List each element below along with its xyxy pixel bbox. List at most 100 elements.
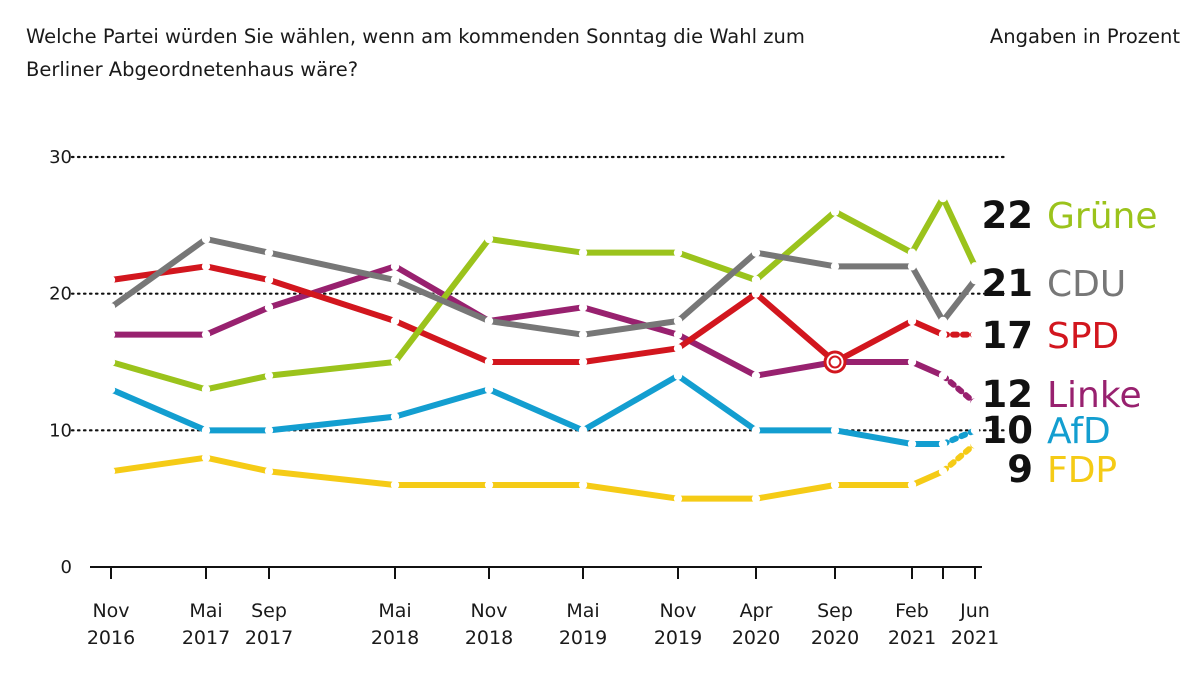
- x-tick-label-year: 2018: [465, 627, 513, 649]
- x-tick-label-year: 2019: [654, 627, 702, 649]
- data-point: [106, 303, 116, 312]
- x-tick-label-month: Nov: [92, 600, 129, 622]
- data-point: [751, 289, 761, 298]
- series-line: [108, 195, 978, 393]
- y-tick-label: 30: [49, 147, 72, 168]
- x-tick-label-year: 2016: [87, 627, 135, 649]
- series-line: [108, 236, 978, 338]
- y-tick-label: 20: [49, 284, 72, 305]
- data-point: [938, 371, 948, 380]
- party-label: AfD: [1047, 411, 1111, 452]
- x-tick-label-year: 2020: [732, 627, 780, 649]
- data-point: [938, 467, 948, 476]
- data-point: [830, 426, 840, 435]
- data-point: [673, 316, 683, 326]
- data-point: [484, 316, 494, 326]
- data-point: [751, 426, 761, 435]
- final-value-label: 10: [982, 409, 1034, 452]
- party-label: Linke: [1047, 375, 1142, 416]
- data-point: [264, 371, 274, 380]
- final-value-label: 12: [982, 373, 1034, 416]
- data-point: [673, 371, 683, 380]
- data-point: [751, 248, 761, 257]
- data-point: [970, 330, 980, 339]
- data-point: [106, 357, 116, 367]
- data-point: [106, 385, 116, 394]
- data-point: [106, 330, 116, 339]
- final-value-label: 17: [982, 314, 1034, 357]
- data-point: [264, 303, 274, 312]
- data-point: [390, 262, 400, 271]
- data-point: [484, 234, 494, 244]
- data-point: [673, 248, 683, 257]
- party-label: Grüne: [1047, 196, 1157, 237]
- data-point: [578, 330, 588, 339]
- x-tick-label-year: 2020: [811, 627, 859, 649]
- series-line: [108, 454, 946, 502]
- data-point: [390, 275, 400, 285]
- data-point: [907, 480, 917, 490]
- data-point: [830, 262, 840, 271]
- x-tick-label-year: 2017: [245, 627, 293, 649]
- data-point: [201, 262, 211, 271]
- data-point: [264, 275, 274, 285]
- data-point: [907, 357, 917, 367]
- series-line-dashed: [940, 427, 978, 447]
- series-line-dashed: [940, 441, 978, 475]
- chart-subtitle: Welche Partei würden Sie wählen, wenn am…: [26, 25, 805, 81]
- series-layer: [106, 193, 980, 503]
- data-point: [484, 385, 494, 394]
- data-point: [751, 494, 761, 503]
- data-point: [673, 330, 683, 339]
- data-point: [578, 357, 588, 367]
- data-point: [264, 248, 274, 257]
- data-point: [970, 275, 980, 285]
- data-point: [484, 357, 494, 367]
- data-point: [830, 207, 840, 216]
- x-tick-label-month: Mai: [378, 600, 411, 622]
- data-point: [390, 316, 400, 326]
- x-tick-label-month: Sep: [817, 600, 853, 622]
- x-tick-label-year: 2017: [182, 627, 230, 649]
- data-point: [201, 330, 211, 339]
- x-tick-label-month: Nov: [659, 600, 696, 622]
- data-point: [830, 480, 840, 490]
- data-point: [938, 439, 948, 449]
- x-tick-label-year: 2021: [888, 627, 936, 649]
- party-label: FDP: [1047, 450, 1117, 491]
- x-tick-label-month: Sep: [251, 600, 287, 622]
- data-point: [907, 439, 917, 449]
- data-point: [907, 262, 917, 271]
- data-point: [201, 234, 211, 244]
- party-label: CDU: [1047, 264, 1126, 305]
- final-value-label: 9: [1007, 448, 1033, 491]
- data-point: [264, 467, 274, 476]
- x-tick-label-year: 2018: [371, 627, 419, 649]
- y-tick-label: 10: [49, 420, 72, 441]
- data-point: [673, 494, 683, 503]
- data-point: [970, 426, 980, 435]
- data-point: [938, 316, 948, 326]
- data-point: [264, 426, 274, 435]
- final-value-label: 21: [982, 262, 1034, 305]
- data-point: [106, 467, 116, 476]
- data-point: [751, 371, 761, 380]
- data-point: [201, 385, 211, 394]
- data-point: [673, 344, 683, 353]
- data-point: [970, 439, 980, 449]
- series-fdp: [106, 439, 980, 503]
- data-point: [390, 412, 400, 421]
- data-point: [938, 193, 948, 203]
- unit-note: Angaben in Prozent: [989, 25, 1180, 48]
- data-point: [201, 426, 211, 435]
- x-tick-label-month: Mai: [189, 600, 222, 622]
- data-point: [578, 480, 588, 490]
- data-point: [578, 426, 588, 435]
- series-cdu: [106, 234, 980, 339]
- data-point: [970, 398, 980, 408]
- data-point: [390, 480, 400, 490]
- data-point: [484, 480, 494, 490]
- x-tick-label-month: Feb: [895, 600, 929, 622]
- data-point: [578, 303, 588, 312]
